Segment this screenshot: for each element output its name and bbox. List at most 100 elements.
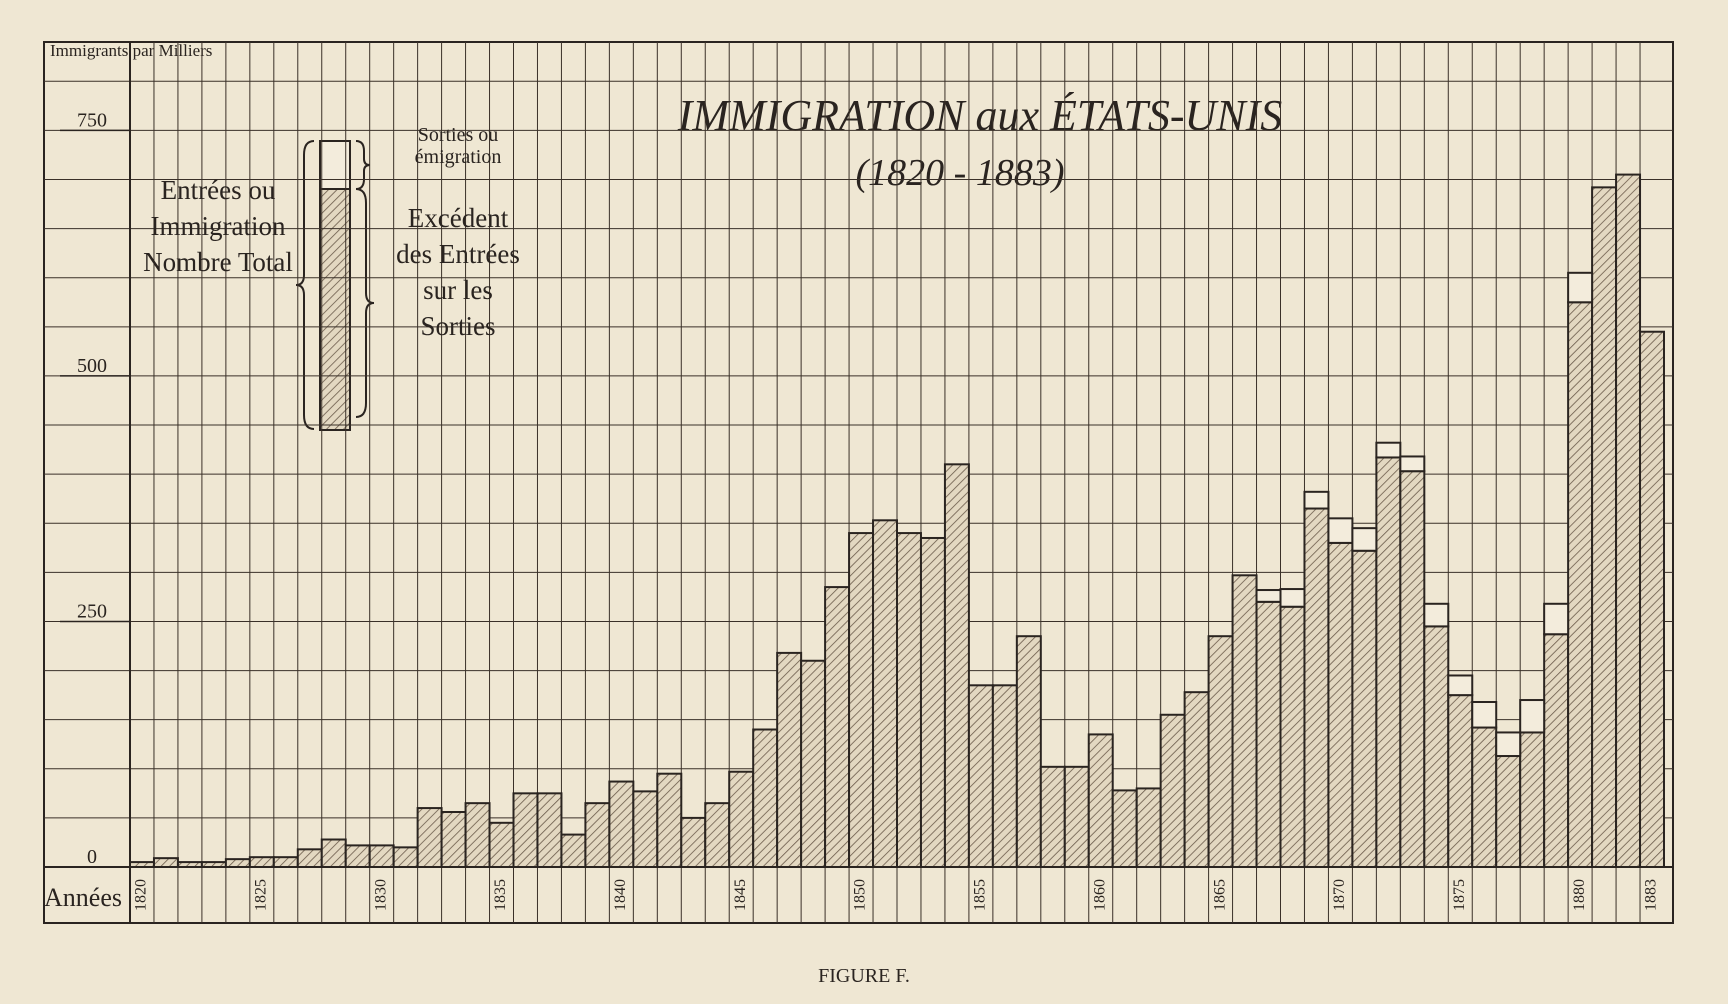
- bar-segment: [943, 463, 970, 868]
- bar-segment: [1639, 330, 1665, 869]
- bar-segment: [1447, 694, 1474, 868]
- bar-segment: [248, 856, 275, 869]
- bar-segment: [728, 770, 755, 868]
- bar-segment: [632, 790, 659, 868]
- bar-segment: [1567, 271, 1594, 304]
- x-tick-label: 1855: [972, 879, 989, 911]
- bar-segment: [1111, 789, 1138, 869]
- bar-segment: [872, 519, 898, 869]
- bar-segment: [344, 844, 371, 869]
- bar-segment: [1423, 602, 1450, 628]
- bar-segment: [488, 821, 515, 869]
- bar-segment: [1159, 713, 1186, 869]
- y-tick-label: 500: [77, 355, 107, 377]
- bar-segment: [1615, 173, 1642, 868]
- bar-segment: [1543, 602, 1570, 636]
- bar-segment: [1039, 765, 1066, 868]
- x-tick-label: 1825: [253, 879, 270, 911]
- x-tick-label: 1820: [133, 879, 150, 911]
- bar-segment: [919, 536, 946, 868]
- x-tick-label: 1845: [732, 879, 749, 911]
- bar-segment: [1495, 731, 1522, 758]
- bar-segment: [1303, 490, 1330, 510]
- legend-label: Excédent des Entrées sur les Sorties: [396, 203, 520, 341]
- bar-segment: [1567, 301, 1594, 868]
- frame: [43, 41, 1674, 924]
- bar-segment: [440, 811, 467, 868]
- bar-segment: [1255, 589, 1282, 603]
- bar-segment: [1471, 726, 1498, 868]
- bar-segment: [1399, 455, 1426, 473]
- x-tick-label: 1870: [1331, 879, 1348, 911]
- x-tick-label: 1830: [372, 879, 389, 911]
- x-tick-label: 1835: [492, 879, 509, 911]
- x-axis-label: Années: [44, 883, 122, 912]
- bar-segment: [1423, 625, 1450, 868]
- y-axis-label: Immigrants par Milliers: [50, 41, 212, 60]
- bar-segment: [584, 802, 611, 868]
- bar-segment: [1351, 527, 1378, 552]
- caption: FIGURE F.: [818, 965, 910, 987]
- bar-segment: [224, 858, 251, 869]
- bar-segment: [1471, 701, 1498, 729]
- bar-segment: [512, 792, 539, 869]
- bar-segment: [704, 802, 731, 868]
- bar-segment: [1519, 731, 1546, 868]
- bar-segment: [416, 807, 443, 868]
- bar-segment: [1327, 517, 1354, 544]
- chart-subtitle: (1820 - 1883): [856, 152, 1065, 194]
- bar-segment: [824, 586, 851, 868]
- bar-segment: [800, 659, 827, 868]
- chart-title: IMMIGRATION aux ÉTATS-UNIS: [677, 91, 1283, 140]
- bar-segment: [1519, 699, 1546, 734]
- bar-segment: [296, 848, 323, 868]
- bar-segment: [464, 802, 491, 868]
- bar-segment: [1279, 588, 1306, 608]
- bar-segment: [776, 651, 803, 869]
- bar-segment: [1231, 574, 1258, 869]
- bar-segment: [1183, 691, 1210, 869]
- y-tick-label: 250: [77, 600, 107, 622]
- legend-brace: [355, 140, 371, 190]
- x-tick-label: 1840: [612, 879, 629, 911]
- x-tick-label: 1860: [1091, 879, 1108, 911]
- x-tick-label: 1865: [1211, 879, 1228, 911]
- x-tick-label: 1880: [1571, 879, 1588, 911]
- bar-segment: [752, 728, 779, 868]
- bar-segment: [1303, 507, 1330, 868]
- legend-brace: [355, 188, 375, 418]
- bar-segment: [560, 833, 587, 869]
- bar-segment: [1135, 787, 1162, 869]
- bar-segment: [272, 856, 299, 869]
- bar-segment: [368, 844, 395, 869]
- bar-segment: [536, 792, 563, 869]
- bar-segment: [1375, 441, 1402, 459]
- bar-segment: [680, 816, 707, 869]
- bar-segment: [1327, 541, 1354, 869]
- bar-segment: [1495, 755, 1522, 869]
- legend-swatch-excedent: [319, 188, 351, 431]
- bar-segment: [1063, 765, 1090, 868]
- legend-total-label: Entrées ou Immigration Nombre Total: [143, 175, 293, 277]
- bar-segment: [1399, 470, 1426, 868]
- bar-segment: [1447, 674, 1474, 697]
- bar-segment: [152, 857, 179, 868]
- bar-segment: [1543, 633, 1570, 868]
- bar-segment: [1087, 733, 1114, 868]
- legend-label: Sorties ou émigration: [414, 124, 502, 168]
- bar-segment: [656, 772, 683, 868]
- bar-segment: [392, 846, 419, 868]
- y-tick-label: 0: [87, 846, 97, 868]
- x-tick-label: 1875: [1451, 879, 1468, 911]
- bar-segment: [991, 684, 1018, 869]
- bar-segment: [1015, 635, 1042, 868]
- bar-segment: [1375, 456, 1402, 868]
- bar-segment: [1591, 186, 1618, 869]
- bar-segment: [1279, 605, 1306, 868]
- bar-segment: [848, 532, 875, 868]
- bar-segment: [320, 838, 347, 868]
- x-tick-label: 1850: [852, 879, 869, 911]
- legend-brace: [295, 140, 315, 430]
